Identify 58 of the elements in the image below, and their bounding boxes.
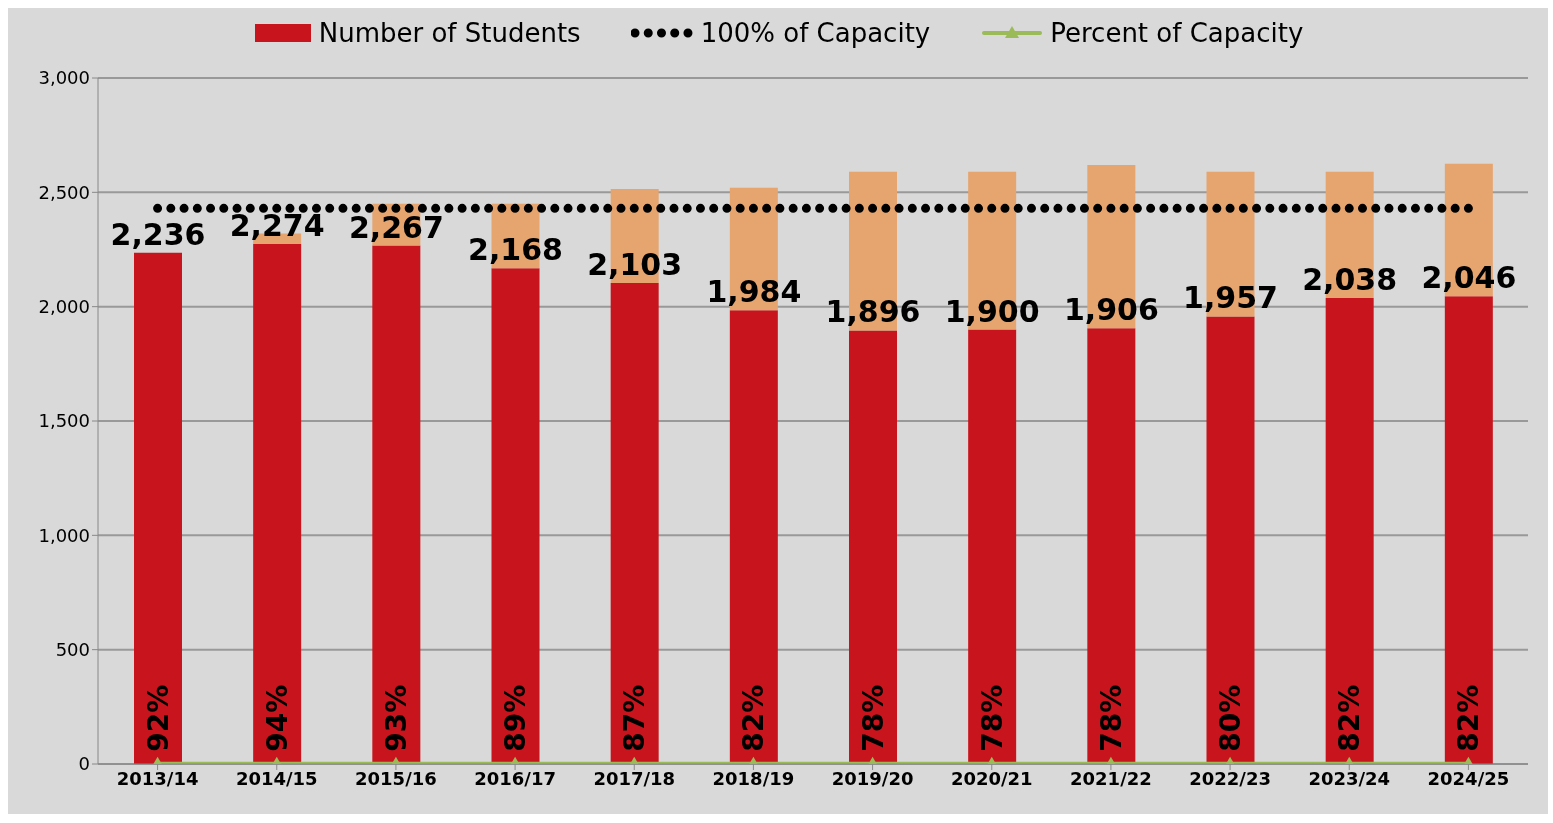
data-label: 89%	[499, 684, 533, 752]
legend-label: Percent of Capacity	[1050, 18, 1304, 48]
x-tick-label: 2023/24	[1308, 767, 1391, 789]
x-tick-label: 2016/17	[474, 767, 556, 789]
data-label: 2,274	[229, 208, 325, 244]
x-tick-label: 2017/18	[593, 767, 676, 789]
data-label: 92%	[141, 684, 175, 752]
x-tick-label: 2020/21	[950, 767, 1033, 789]
bar	[968, 329, 1017, 764]
data-label: 94%	[260, 684, 294, 752]
data-label: 2,168	[468, 232, 563, 268]
data-label: 78%	[975, 684, 1009, 752]
bar	[1444, 296, 1493, 764]
data-label: 80%	[1214, 684, 1248, 752]
y-tick-label: 0	[78, 753, 90, 775]
bar	[1325, 297, 1374, 764]
bar	[134, 252, 182, 764]
data-label: 78%	[856, 684, 890, 752]
data-label: 2,046	[1421, 260, 1517, 296]
x-tick-label: 2018/19	[712, 767, 795, 789]
data-label: 1,896	[825, 294, 921, 330]
bar	[729, 310, 778, 764]
data-label: 93%	[379, 684, 413, 752]
data-label: 82%	[737, 684, 771, 752]
legend-label: Number of Students	[318, 18, 581, 48]
bar	[372, 245, 421, 764]
x-tick-label: 2022/23	[1189, 767, 1271, 789]
data-label: 1,900	[944, 293, 1040, 329]
x-tick-label: 2024/25	[1427, 767, 1510, 789]
y-tick-label: 500	[55, 639, 90, 661]
y-tick-label: 3,000	[38, 67, 90, 89]
y-tick-label: 1,000	[38, 524, 90, 546]
data-label: 82%	[1452, 684, 1486, 752]
data-label: 2,103	[587, 247, 683, 283]
y-tick-label: 2,500	[38, 181, 90, 203]
bar	[253, 244, 302, 764]
bar	[1206, 316, 1255, 764]
data-label: 1,906	[1063, 292, 1159, 328]
x-tick-label: 2013/14	[116, 767, 199, 789]
data-label: 1,957	[1183, 280, 1278, 316]
x-tick-label: 2021/22	[1070, 767, 1152, 789]
y-tick-label: 2,000	[38, 296, 90, 318]
data-label: 82%	[1333, 684, 1367, 752]
data-label: 2,236	[110, 216, 206, 252]
bar	[849, 330, 897, 764]
legend-label: 100% of Capacity	[700, 18, 931, 48]
data-label: 1,984	[706, 274, 802, 310]
bar	[1087, 328, 1136, 764]
data-label: 87%	[618, 684, 652, 752]
bar	[610, 283, 659, 764]
data-label: 78%	[1094, 684, 1128, 752]
x-tick-label: 2019/20	[831, 767, 914, 789]
x-tick-label: 2015/16	[355, 767, 437, 789]
x-tick-label: 2014/15	[235, 767, 318, 789]
data-label: 2,038	[1302, 261, 1398, 297]
bar	[491, 268, 540, 764]
y-tick-label: 1,500	[38, 410, 90, 432]
data-label: 2,267	[348, 209, 444, 245]
